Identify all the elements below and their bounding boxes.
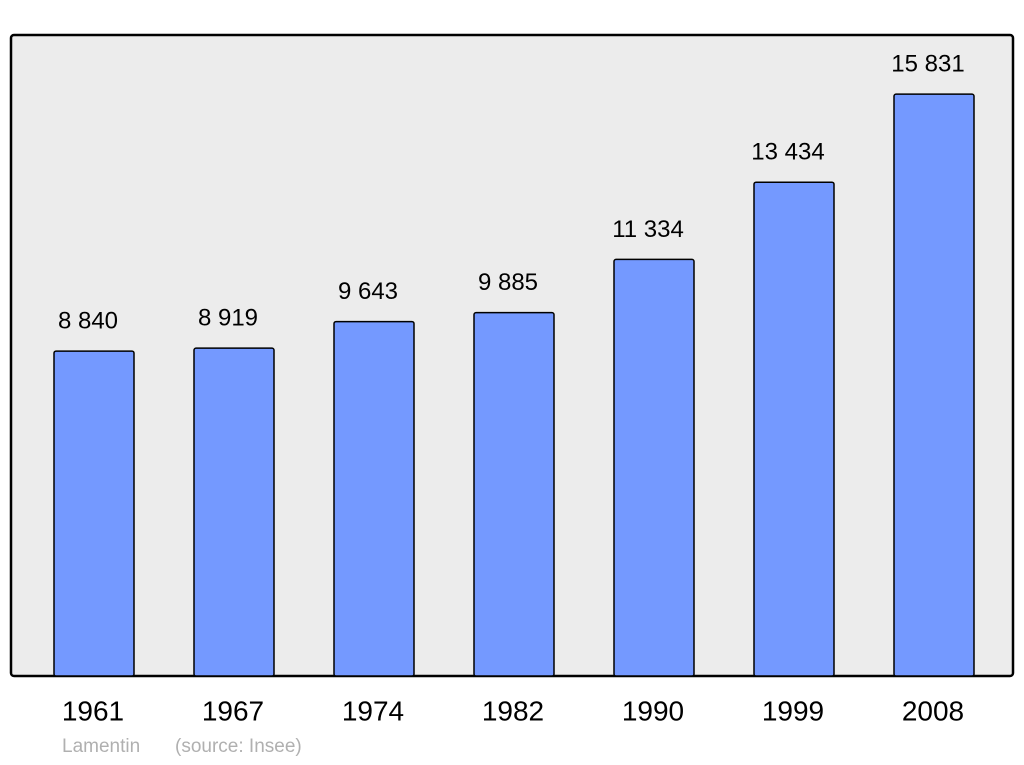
bar (613, 258, 695, 677)
bar (193, 347, 275, 677)
x-tick-label: 2008 (902, 695, 964, 726)
bar (753, 181, 835, 677)
x-tick-label: 1990 (622, 695, 684, 726)
caption-place: Lamentin (62, 736, 140, 757)
value-label: 9 643 (338, 278, 398, 305)
bar (333, 320, 415, 677)
value-label: 9 885 (478, 269, 538, 296)
value-label: 11 334 (612, 216, 684, 243)
x-tick-label: 1974 (342, 695, 404, 726)
x-tick-label: 1961 (62, 695, 124, 726)
value-label: 8 840 (58, 307, 118, 334)
caption-source: (source: Insee) (175, 736, 302, 757)
value-label: 8 919 (198, 305, 258, 332)
bar (893, 93, 975, 677)
x-tick-label: 1967 (202, 695, 264, 726)
value-label: 15 831 (891, 50, 964, 77)
x-tick-label: 1999 (762, 695, 824, 726)
bar (473, 311, 555, 677)
value-label: 13 434 (751, 139, 824, 166)
x-tick-label: 1982 (482, 695, 544, 726)
bar (53, 350, 135, 677)
